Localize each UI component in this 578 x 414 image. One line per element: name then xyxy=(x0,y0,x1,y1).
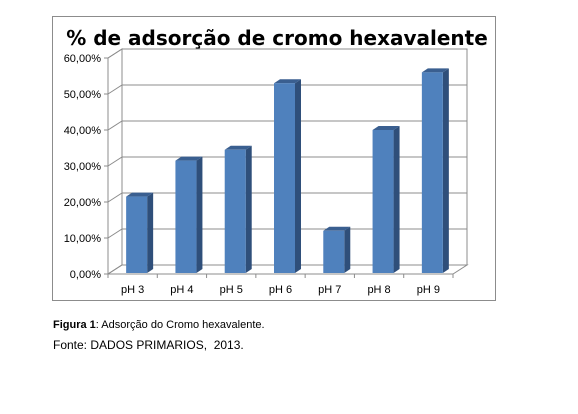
bar-side xyxy=(196,156,203,273)
bar xyxy=(175,156,203,273)
figure-caption-label: Figura 1 xyxy=(53,319,96,331)
y-tick-label: 50,00% xyxy=(64,89,102,101)
gridline xyxy=(107,264,467,275)
bar-side xyxy=(295,79,301,273)
bar-front xyxy=(372,130,394,273)
x-tick-label: pH 5 xyxy=(220,284,243,296)
bars xyxy=(126,68,449,274)
bar-top xyxy=(224,145,252,150)
gridline xyxy=(107,192,467,203)
bar-side xyxy=(245,145,252,273)
x-tick-label: pH 8 xyxy=(367,284,390,296)
y-tick-label: 60,00% xyxy=(64,53,102,65)
bar xyxy=(274,79,301,273)
x-tick-label: pH 6 xyxy=(269,284,292,296)
bar-front xyxy=(175,160,197,273)
chart-title: % de adsorção de cromo hexavalente xyxy=(66,26,488,50)
gridline xyxy=(107,84,467,95)
bar-front xyxy=(323,230,345,273)
figure-source: Fonte: DADOS PRIMARIOS, 2013. xyxy=(53,338,244,352)
figure-caption-text: : Adsorção do Cromo hexavalente. xyxy=(95,319,265,331)
bar-top xyxy=(323,226,351,231)
gridline xyxy=(107,48,467,59)
y-tick-label: 0,00% xyxy=(70,269,101,281)
bar-front xyxy=(224,149,246,273)
bar-chart: % de adsorção de cromo hexavalente 0,00%… xyxy=(64,26,488,296)
bar-side xyxy=(393,126,400,273)
x-axis: pH 3 pH 4 pH 5 pH 6 pH 7 pH 8 pH 9 xyxy=(107,273,454,296)
bar xyxy=(372,126,400,273)
gridline xyxy=(107,156,467,167)
chart-frame: % de adsorção de cromo hexavalente 0,00%… xyxy=(52,16,496,301)
bar-front xyxy=(421,72,443,274)
gridline xyxy=(107,228,467,239)
bar-side xyxy=(147,192,154,273)
bar-side xyxy=(344,226,351,273)
bar-front xyxy=(126,196,148,273)
bar-top xyxy=(175,156,203,161)
bar xyxy=(224,145,252,273)
bar-side xyxy=(442,68,449,274)
x-tick-label: pH 9 xyxy=(417,284,440,296)
y-tick-label: 20,00% xyxy=(64,197,102,209)
figure-caption: Figura 1: Adsorção do Cromo hexavalente. xyxy=(53,319,265,331)
bar xyxy=(126,192,154,273)
y-axis: 0,00% 10,00% 20,00% 30,00% 40,00% 50,00% 60,00… xyxy=(64,53,109,281)
y-tick-label: 10,00% xyxy=(64,233,102,245)
x-tick-label: pH 3 xyxy=(121,284,144,296)
y-tick-label: 30,00% xyxy=(64,161,102,173)
gridlines xyxy=(107,48,467,275)
x-tick-label: pH 4 xyxy=(170,284,193,296)
bar-top xyxy=(372,126,400,130)
gridline xyxy=(107,120,467,131)
bar xyxy=(421,68,449,274)
y-tick-label: 40,00% xyxy=(64,125,102,137)
bar xyxy=(323,226,351,273)
x-tick-label: pH 7 xyxy=(318,284,341,296)
bar-top xyxy=(274,79,301,84)
bar-top xyxy=(421,68,449,73)
bar-top xyxy=(126,192,154,197)
bar-front xyxy=(274,83,295,273)
